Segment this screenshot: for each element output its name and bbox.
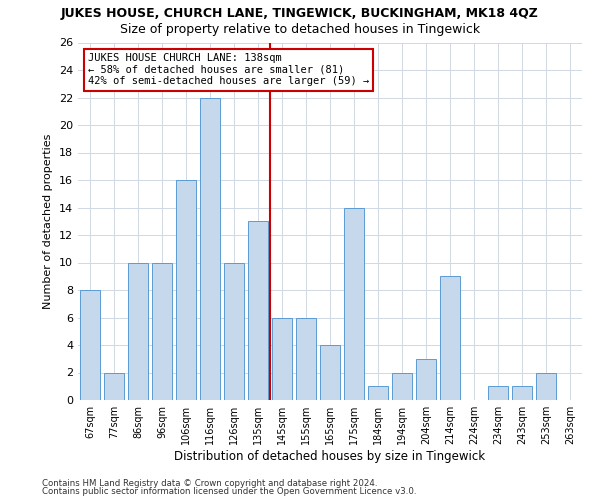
Bar <box>320 345 340 400</box>
Bar <box>416 359 436 400</box>
Bar <box>128 262 148 400</box>
Bar <box>368 386 388 400</box>
Text: JUKES HOUSE, CHURCH LANE, TINGEWICK, BUCKINGHAM, MK18 4QZ: JUKES HOUSE, CHURCH LANE, TINGEWICK, BUC… <box>61 8 539 20</box>
Bar <box>200 98 220 400</box>
Bar <box>512 386 532 400</box>
Bar <box>104 372 124 400</box>
Text: Contains HM Land Registry data © Crown copyright and database right 2024.: Contains HM Land Registry data © Crown c… <box>42 478 377 488</box>
Text: Size of property relative to detached houses in Tingewick: Size of property relative to detached ho… <box>120 22 480 36</box>
Bar <box>344 208 364 400</box>
X-axis label: Distribution of detached houses by size in Tingewick: Distribution of detached houses by size … <box>175 450 485 463</box>
Text: JUKES HOUSE CHURCH LANE: 138sqm
← 58% of detached houses are smaller (81)
42% of: JUKES HOUSE CHURCH LANE: 138sqm ← 58% of… <box>88 53 370 86</box>
Bar <box>176 180 196 400</box>
Bar <box>80 290 100 400</box>
Bar <box>440 276 460 400</box>
Bar <box>224 262 244 400</box>
Bar <box>152 262 172 400</box>
Bar <box>536 372 556 400</box>
Text: Contains public sector information licensed under the Open Government Licence v3: Contains public sector information licen… <box>42 487 416 496</box>
Bar <box>248 221 268 400</box>
Y-axis label: Number of detached properties: Number of detached properties <box>43 134 53 309</box>
Bar <box>392 372 412 400</box>
Bar <box>488 386 508 400</box>
Bar <box>272 318 292 400</box>
Bar <box>296 318 316 400</box>
